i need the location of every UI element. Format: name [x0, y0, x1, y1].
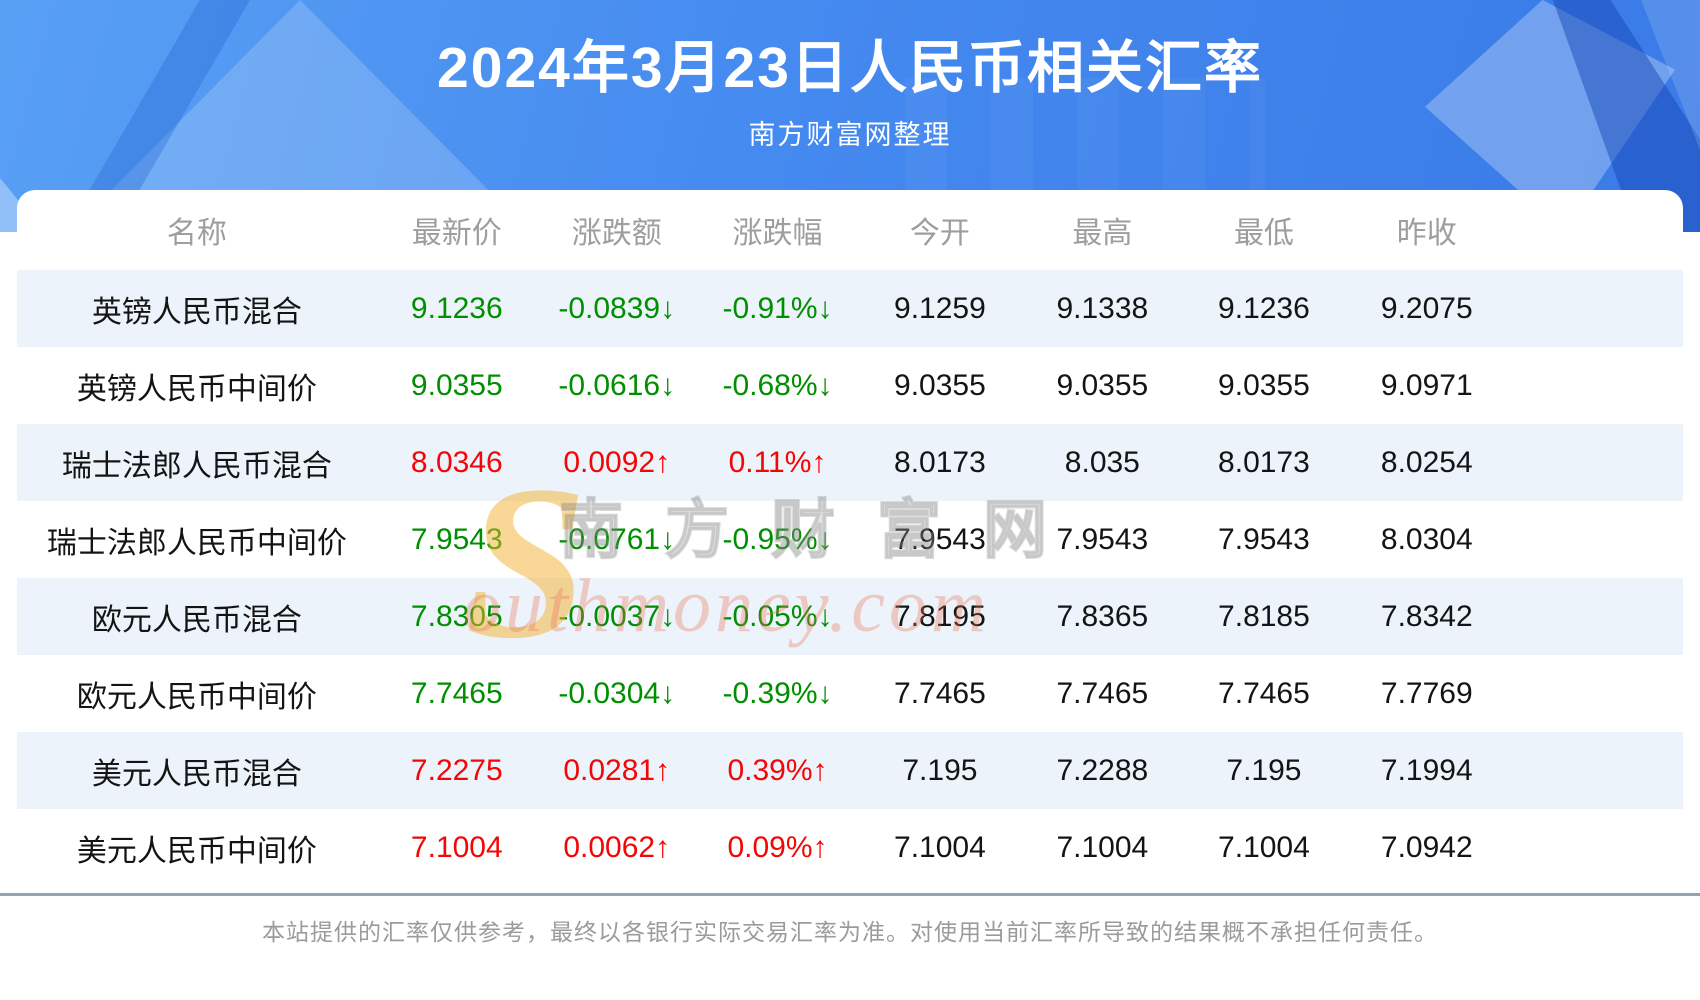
- column-header-4: 今开: [909, 217, 970, 250]
- open-price: 9.1259: [894, 291, 986, 325]
- change-amount: 0.0062↑: [563, 830, 671, 864]
- change-percent: -0.68%↓: [722, 368, 833, 402]
- column-header-6: 最低: [1233, 217, 1294, 250]
- rates-table-card: 名称 最新价 涨跌额 涨跌幅 今开 最高 最低 昨收 英镑人民币混合 9.1236 -0.0839…: [17, 190, 1683, 886]
- high-price: 9.0355: [1056, 368, 1149, 402]
- prev-close: 8.0304: [1380, 522, 1473, 556]
- currency-name: 美元人民币中间价: [76, 834, 317, 868]
- latest-price: 7.9543: [410, 522, 503, 556]
- currency-name: 欧元人民币中间价: [76, 680, 317, 714]
- change-percent: -0.91%↓: [722, 291, 833, 325]
- open-price: 7.195: [902, 753, 978, 787]
- change-percent: 0.11%↑: [728, 445, 827, 479]
- column-header-0: 名称: [166, 217, 227, 250]
- disclaimer-text: 本站提供的汇率仅供参考，最终以各银行实际交易汇率为准。对使用当前汇率所导致的结果…: [262, 919, 1438, 945]
- table-row: 瑞士法郎人民币混合 8.0346 0.0092↑ 0.11%↑ 8.0173 8.035 8…: [17, 424, 1683, 501]
- page-title: 2024年3月23日人民币相关汇率: [437, 36, 1263, 100]
- high-price: 7.7465: [1056, 676, 1149, 710]
- latest-price: 7.8305: [410, 599, 503, 633]
- currency-name: 瑞士法郎人民币中间价: [46, 526, 347, 560]
- change-amount: -0.0616↓: [558, 368, 676, 402]
- currency-name: 瑞士法郎人民币混合: [61, 449, 332, 483]
- prev-close: 9.0971: [1380, 368, 1473, 402]
- change-amount: -0.0839↓: [558, 291, 676, 325]
- table-body: 英镑人民币混合 9.1236 -0.0839↓ -0.91%↓ 9.1259 9.1338…: [17, 270, 1683, 886]
- currency-name: 欧元人民币混合: [91, 603, 302, 637]
- latest-price: 7.1004: [410, 830, 503, 864]
- low-price: 8.0173: [1218, 445, 1310, 479]
- open-price: 9.0355: [894, 368, 986, 402]
- change-amount: -0.0037↓: [558, 599, 676, 633]
- high-price: 8.035: [1064, 445, 1140, 479]
- change-amount: -0.0304↓: [558, 676, 676, 710]
- prev-close: 7.8342: [1380, 599, 1473, 633]
- currency-name: 英镑人民币混合: [91, 295, 302, 329]
- change-percent: -0.05%↓: [722, 599, 833, 633]
- prev-close: 7.0942: [1380, 830, 1473, 864]
- open-price: 7.7465: [894, 676, 986, 710]
- low-price: 7.9543: [1218, 522, 1310, 556]
- column-header-7: 昨收: [1396, 217, 1457, 250]
- table-header-row: 名称 最新价 涨跌额 涨跌幅 今开 最高 最低 昨收: [17, 190, 1683, 270]
- prev-close: 8.0254: [1380, 445, 1473, 479]
- low-price: 7.1004: [1218, 830, 1310, 864]
- prev-close: 9.2075: [1380, 291, 1473, 325]
- change-percent: -0.95%↓: [722, 522, 833, 556]
- latest-price: 7.7465: [410, 676, 503, 710]
- latest-price: 8.0346: [410, 445, 503, 479]
- high-price: 7.1004: [1056, 830, 1149, 864]
- open-price: 7.8195: [894, 599, 986, 633]
- latest-price: 9.0355: [410, 368, 503, 402]
- high-price: 9.1338: [1056, 291, 1149, 325]
- change-percent: -0.39%↓: [722, 676, 833, 710]
- open-price: 8.0173: [894, 445, 986, 479]
- low-price: 7.7465: [1218, 676, 1310, 710]
- table-row: 美元人民币中间价 7.1004 0.0062↑ 0.09%↑ 7.1004 7.1004 7…: [17, 809, 1683, 886]
- currency-name: 英镑人民币中间价: [76, 372, 317, 406]
- low-price: 7.195: [1226, 753, 1302, 787]
- page-subtitle: 南方财富网整理: [748, 120, 952, 150]
- table-row: 欧元人民币中间价 7.7465 -0.0304↓ -0.39%↓ 7.7465 7.746…: [17, 655, 1683, 732]
- prev-close: 7.1994: [1380, 753, 1473, 787]
- column-header-3: 涨跌幅: [732, 217, 823, 250]
- latest-price: 9.1236: [410, 291, 503, 325]
- table-row: 英镑人民币中间价 9.0355 -0.0616↓ -0.68%↓ 9.0355 9.035…: [17, 347, 1683, 424]
- column-header-2: 涨跌额: [571, 217, 662, 250]
- table-row: 英镑人民币混合 9.1236 -0.0839↓ -0.91%↓ 9.1259 9.1338…: [17, 270, 1683, 347]
- table-row: 美元人民币混合 7.2275 0.0281↑ 0.39%↑ 7.195 7.2288 7.1…: [17, 732, 1683, 809]
- change-percent: 0.09%↑: [727, 830, 828, 864]
- high-price: 7.2288: [1056, 753, 1149, 787]
- prev-close: 7.7769: [1380, 676, 1473, 710]
- open-price: 7.1004: [894, 830, 986, 864]
- table-row: 瑞士法郎人民币中间价 7.9543 -0.0761↓ -0.95%↓ 7.9543 7.9…: [17, 501, 1683, 578]
- low-price: 7.8185: [1218, 599, 1310, 633]
- latest-price: 7.2275: [410, 753, 503, 787]
- open-price: 7.9543: [894, 522, 986, 556]
- column-header-5: 最高: [1072, 217, 1133, 250]
- change-percent: 0.39%↑: [727, 753, 828, 787]
- table-row: 欧元人民币混合 7.8305 -0.0037↓ -0.05%↓ 7.8195 7.8365…: [17, 578, 1683, 655]
- low-price: 9.1236: [1218, 291, 1310, 325]
- change-amount: 0.0092↑: [563, 445, 671, 479]
- column-header-1: 最新价: [411, 217, 502, 250]
- currency-name: 美元人民币混合: [91, 757, 302, 791]
- low-price: 9.0355: [1218, 368, 1310, 402]
- footer-divider: [0, 893, 1700, 896]
- change-amount: 0.0281↑: [563, 753, 671, 787]
- change-amount: -0.0761↓: [558, 522, 676, 556]
- high-price: 7.9543: [1056, 522, 1149, 556]
- high-price: 7.8365: [1056, 599, 1149, 633]
